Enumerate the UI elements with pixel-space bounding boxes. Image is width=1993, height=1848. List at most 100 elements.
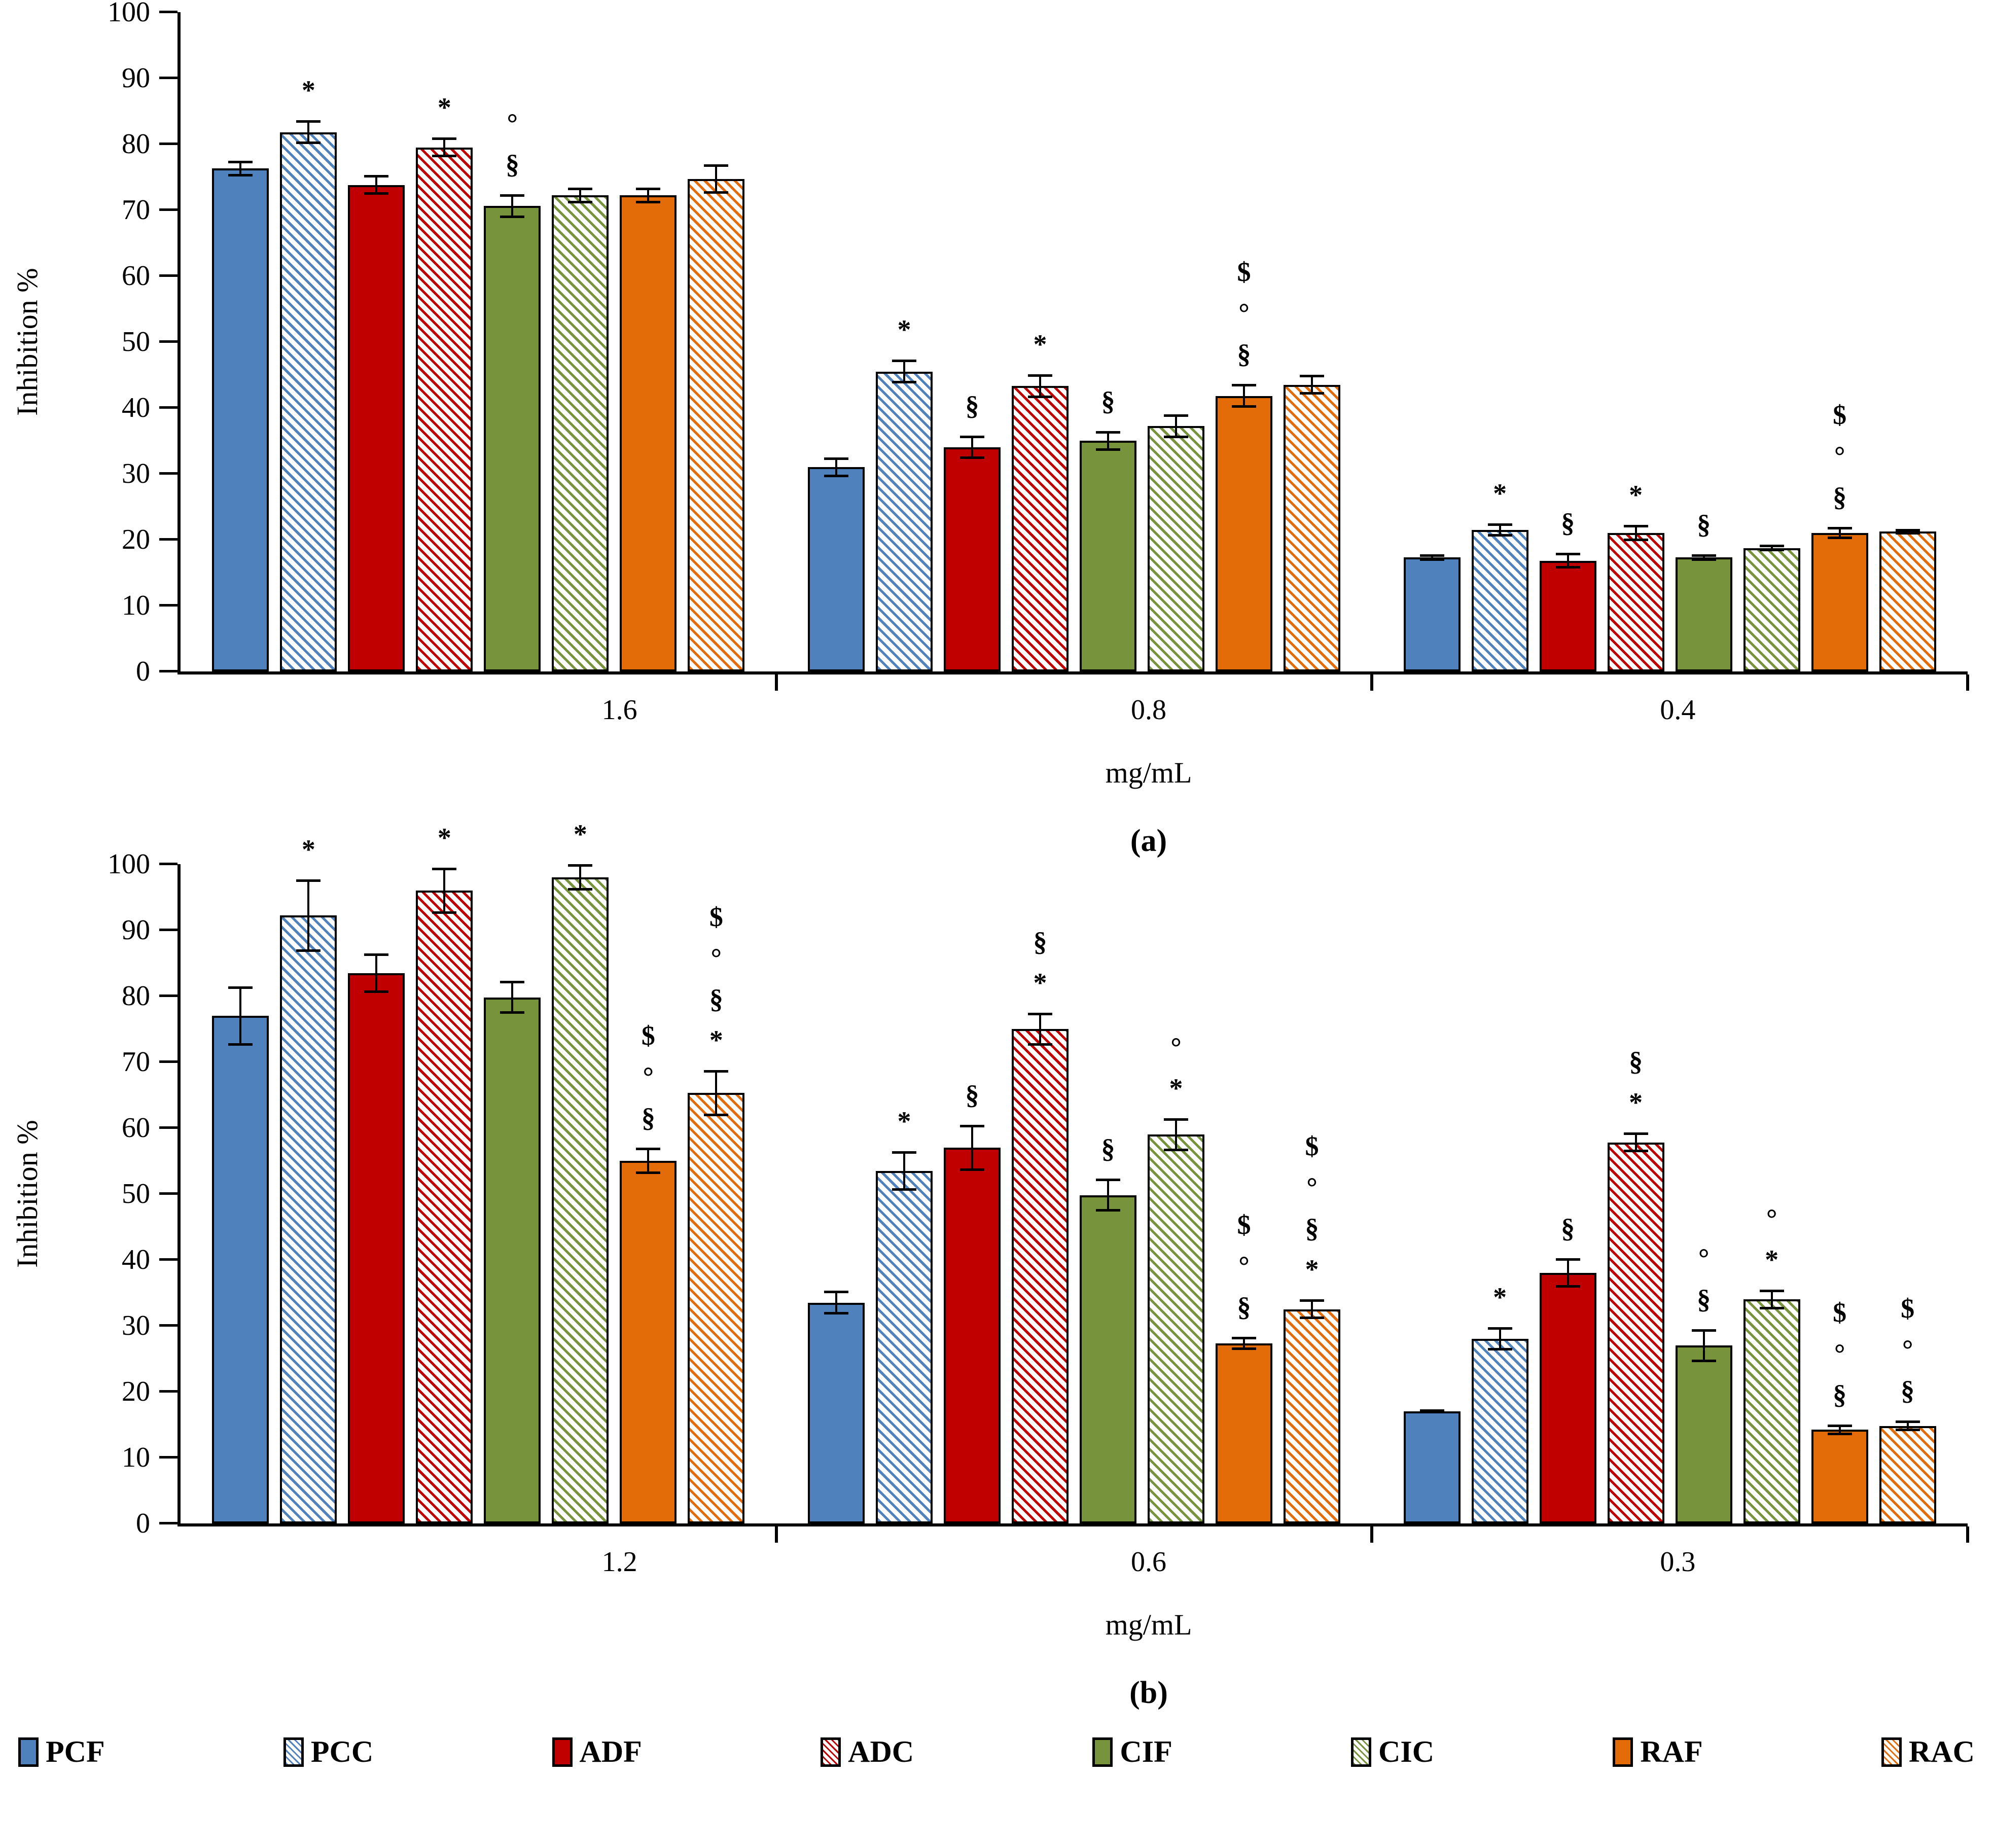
error-bar bbox=[500, 194, 525, 218]
error-bar-line bbox=[903, 1151, 905, 1191]
significance-annotation: * bbox=[302, 829, 315, 870]
bar-rect bbox=[1879, 1426, 1936, 1523]
significance-annotation: * bbox=[438, 87, 451, 128]
bar-pcc-0.8: * bbox=[876, 12, 933, 671]
significance-annotation: * bbox=[302, 70, 315, 111]
bar-adc-0.3: § * bbox=[1607, 864, 1664, 1523]
x-tick-label: 0.4 bbox=[1660, 694, 1696, 726]
bar-rect bbox=[348, 185, 405, 671]
error-bar bbox=[960, 1124, 984, 1171]
error-bar bbox=[1028, 374, 1052, 398]
y-tick-label: 100 bbox=[108, 848, 150, 880]
bar-rect bbox=[944, 447, 1001, 671]
significance-symbol: § bbox=[1833, 482, 1847, 513]
bar-groups: * * * $ ° § $ ° § * * § § * § ° * $ ° § $ ° § * * § § * ° § ° * $ ° § $ ° § bbox=[181, 819, 1968, 1523]
bar-cif-1.2 bbox=[484, 864, 541, 1523]
significance-symbol: * bbox=[301, 75, 315, 106]
error-bar-line bbox=[375, 175, 378, 195]
bar-rect bbox=[620, 195, 677, 671]
error-bar-line bbox=[647, 1148, 650, 1174]
y-tick-mark bbox=[159, 1324, 177, 1327]
significance-symbol: * bbox=[1305, 1254, 1319, 1285]
error-bar bbox=[432, 867, 457, 914]
bar-rect bbox=[688, 179, 745, 671]
error-bar bbox=[228, 986, 253, 1046]
bar-rect bbox=[1471, 529, 1528, 671]
error-bar bbox=[1895, 1420, 1920, 1431]
chart-a: Inhibition % 0 10 20 30 40 50 60 70 80 90 100 * * ° § *… bbox=[0, 0, 1993, 859]
error-bar-line bbox=[579, 864, 582, 891]
error-bar bbox=[824, 1291, 848, 1314]
significance-symbol: * bbox=[1033, 967, 1047, 998]
bar-rect bbox=[1811, 533, 1868, 671]
y-tick-label: 20 bbox=[122, 1376, 150, 1407]
error-bar bbox=[1623, 1132, 1648, 1153]
y-tick-mark bbox=[159, 208, 177, 211]
significance-symbol: ° bbox=[1834, 1338, 1845, 1369]
x-tick-label: 0.8 bbox=[1130, 694, 1166, 726]
significance-symbol: ° bbox=[1698, 1242, 1710, 1273]
bar-rect bbox=[1080, 1195, 1136, 1523]
error-bar-line bbox=[1175, 414, 1177, 438]
significance-symbol: * bbox=[437, 92, 451, 123]
bar-rect bbox=[1539, 1273, 1596, 1523]
bar-pcf-1.2 bbox=[212, 864, 269, 1523]
significance-symbol: ° bbox=[1238, 1251, 1250, 1282]
y-tick-mark bbox=[159, 1456, 177, 1459]
bar-pcf-0.3 bbox=[1403, 864, 1461, 1523]
bar-pcc-0.3: * bbox=[1471, 864, 1528, 1523]
y-tick-label: 10 bbox=[122, 1442, 150, 1473]
error-bar-line bbox=[1838, 527, 1841, 539]
legend-swatch-adc bbox=[821, 1737, 841, 1767]
significance-annotation: * bbox=[898, 1101, 911, 1142]
significance-annotation: * bbox=[1493, 1277, 1507, 1318]
bar-rect bbox=[1743, 548, 1800, 671]
legend-label: ADC bbox=[848, 1735, 914, 1768]
error-bar-line bbox=[1243, 1337, 1245, 1351]
error-bar bbox=[1555, 553, 1580, 569]
y-tick-label: 0 bbox=[136, 1508, 150, 1539]
bar-rect bbox=[1148, 1134, 1204, 1523]
error-bar-line bbox=[239, 160, 242, 176]
legend-label: PCF bbox=[46, 1735, 105, 1768]
error-bar bbox=[824, 457, 848, 477]
y-tick-label: 50 bbox=[122, 1178, 150, 1210]
error-bar bbox=[1300, 375, 1324, 395]
y-tick-label: 70 bbox=[122, 194, 150, 226]
y-tick-mark bbox=[159, 670, 177, 672]
y-tick-mark bbox=[159, 472, 177, 475]
significance-symbol: ° bbox=[507, 108, 518, 138]
bar-rect bbox=[1216, 396, 1272, 671]
bar-rect bbox=[1539, 560, 1596, 671]
bar-rac-0.4 bbox=[1879, 12, 1936, 671]
significance-annotation: $ ° § * bbox=[709, 897, 723, 1061]
error-bar bbox=[228, 160, 253, 176]
error-bar-line bbox=[835, 1291, 837, 1314]
significance-annotation: § bbox=[1561, 1208, 1575, 1249]
error-bar bbox=[1691, 1329, 1716, 1362]
legend-swatch-adf bbox=[552, 1737, 573, 1767]
bar-rect bbox=[1012, 1029, 1069, 1523]
error-bar-line bbox=[1634, 525, 1637, 541]
bar-rect bbox=[1675, 557, 1732, 671]
error-bar bbox=[1691, 554, 1716, 561]
legend-item-raf: RAF bbox=[1613, 1734, 1703, 1769]
bar-group-1.2: * * * $ ° § $ ° § * bbox=[181, 819, 776, 1523]
significance-symbol: § bbox=[1697, 1284, 1711, 1314]
y-tick-mark bbox=[159, 1192, 177, 1195]
significance-annotation: * bbox=[1629, 475, 1643, 516]
error-bar bbox=[1827, 1425, 1852, 1435]
x-tick-label: 0.6 bbox=[1130, 1546, 1166, 1578]
x-tick-label: 1.2 bbox=[601, 1546, 637, 1578]
significance-annotation: $ ° § * bbox=[1305, 1126, 1319, 1290]
caption-a: (a) bbox=[1130, 824, 1167, 858]
significance-annotation: § * bbox=[1034, 921, 1047, 1004]
significance-symbol: ° bbox=[1170, 1032, 1182, 1062]
error-bar bbox=[1028, 1012, 1052, 1046]
bar-rac-1.2: $ ° § * bbox=[688, 864, 745, 1523]
legend-label: PCC bbox=[310, 1735, 374, 1768]
error-bar bbox=[892, 1151, 916, 1191]
bar-rect bbox=[808, 467, 865, 671]
bar-adf-0.4: § bbox=[1539, 12, 1596, 671]
bar-rect bbox=[1403, 557, 1461, 671]
